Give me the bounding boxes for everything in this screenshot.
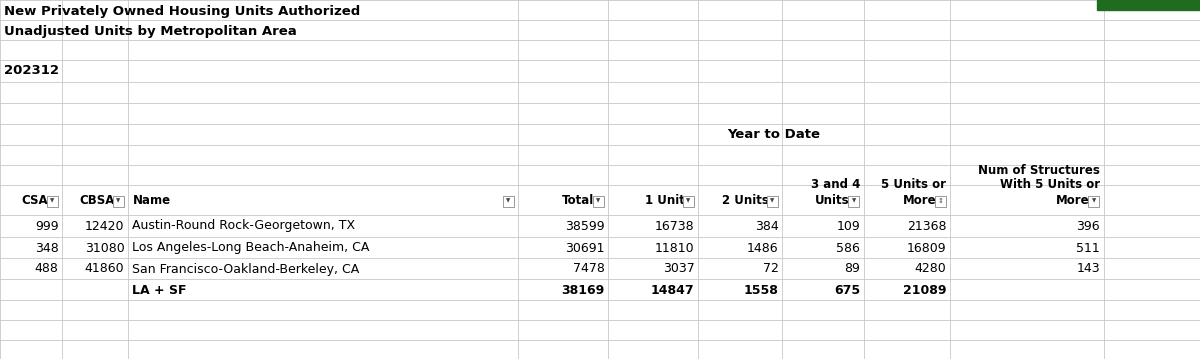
Text: Total: Total <box>562 195 594 208</box>
Text: Los Angeles-Long Beach-Anaheim, CA: Los Angeles-Long Beach-Anaheim, CA <box>132 242 370 255</box>
Text: 1 Unit: 1 Unit <box>644 195 684 208</box>
Text: 12420: 12420 <box>85 219 125 233</box>
Text: ⇕: ⇕ <box>937 198 943 204</box>
Text: 11810: 11810 <box>655 242 695 255</box>
Text: 488: 488 <box>35 262 59 275</box>
Text: 38599: 38599 <box>565 219 605 233</box>
Text: More: More <box>1056 195 1090 208</box>
Text: ▼: ▼ <box>770 199 774 204</box>
FancyBboxPatch shape <box>767 196 778 206</box>
Text: CSA: CSA <box>22 195 48 208</box>
Text: 384: 384 <box>755 219 779 233</box>
Text: CBSA: CBSA <box>79 195 114 208</box>
Text: ▼: ▼ <box>686 199 690 204</box>
FancyBboxPatch shape <box>113 196 124 206</box>
Text: 675: 675 <box>834 284 860 297</box>
Text: ▼: ▼ <box>1092 199 1096 204</box>
Text: 16738: 16738 <box>655 219 695 233</box>
Text: New Privately Owned Housing Units Authorized: New Privately Owned Housing Units Author… <box>4 5 360 18</box>
Text: LA + SF: LA + SF <box>132 284 187 297</box>
FancyBboxPatch shape <box>683 196 694 206</box>
Text: 586: 586 <box>836 242 860 255</box>
Text: ▼: ▼ <box>116 199 120 204</box>
Text: 21368: 21368 <box>907 219 947 233</box>
Text: 999: 999 <box>35 219 59 233</box>
Text: With 5 Units or: With 5 Units or <box>1000 178 1100 191</box>
Text: ▼: ▼ <box>596 199 600 204</box>
Text: San Francisco-Oakland-Berkeley, CA: San Francisco-Oakland-Berkeley, CA <box>132 262 360 275</box>
Text: 89: 89 <box>844 262 860 275</box>
Text: More: More <box>902 195 936 208</box>
Text: 16809: 16809 <box>907 242 947 255</box>
Text: ▼: ▼ <box>506 199 510 204</box>
Text: 7478: 7478 <box>572 262 605 275</box>
Text: ▼: ▼ <box>852 199 856 204</box>
Text: 21089: 21089 <box>902 284 947 297</box>
Text: 202312: 202312 <box>4 65 59 78</box>
Text: 3037: 3037 <box>662 262 695 275</box>
Text: 2 Units: 2 Units <box>721 195 768 208</box>
Text: 143: 143 <box>1076 262 1100 275</box>
FancyBboxPatch shape <box>848 196 859 206</box>
Text: ▼: ▼ <box>50 199 54 204</box>
Text: 396: 396 <box>1076 219 1100 233</box>
Text: 31080: 31080 <box>85 242 125 255</box>
Text: 1558: 1558 <box>744 284 779 297</box>
Text: Name: Name <box>132 195 170 208</box>
Text: 1486: 1486 <box>746 242 779 255</box>
FancyBboxPatch shape <box>935 196 946 206</box>
Text: Num of Structures: Num of Structures <box>978 163 1100 177</box>
Text: 72: 72 <box>762 262 779 275</box>
FancyBboxPatch shape <box>47 196 58 206</box>
FancyBboxPatch shape <box>593 196 604 206</box>
Text: Units: Units <box>815 195 850 208</box>
Text: 14847: 14847 <box>650 284 695 297</box>
Text: 30691: 30691 <box>565 242 605 255</box>
FancyBboxPatch shape <box>1088 196 1099 206</box>
Text: 3 and 4: 3 and 4 <box>811 178 860 191</box>
Text: 348: 348 <box>35 242 59 255</box>
Text: Year to Date: Year to Date <box>727 127 821 140</box>
Text: Unadjusted Units by Metropolitan Area: Unadjusted Units by Metropolitan Area <box>4 24 296 37</box>
Text: 4280: 4280 <box>914 262 947 275</box>
Text: 38169: 38169 <box>562 284 605 297</box>
Bar <box>1097 0 1200 10</box>
Text: 109: 109 <box>836 219 860 233</box>
Text: 41860: 41860 <box>85 262 125 275</box>
Text: 5 Units or: 5 Units or <box>881 178 947 191</box>
Text: 511: 511 <box>1076 242 1100 255</box>
Text: Austin-Round Rock-Georgetown, TX: Austin-Round Rock-Georgetown, TX <box>132 219 355 233</box>
FancyBboxPatch shape <box>503 196 514 206</box>
